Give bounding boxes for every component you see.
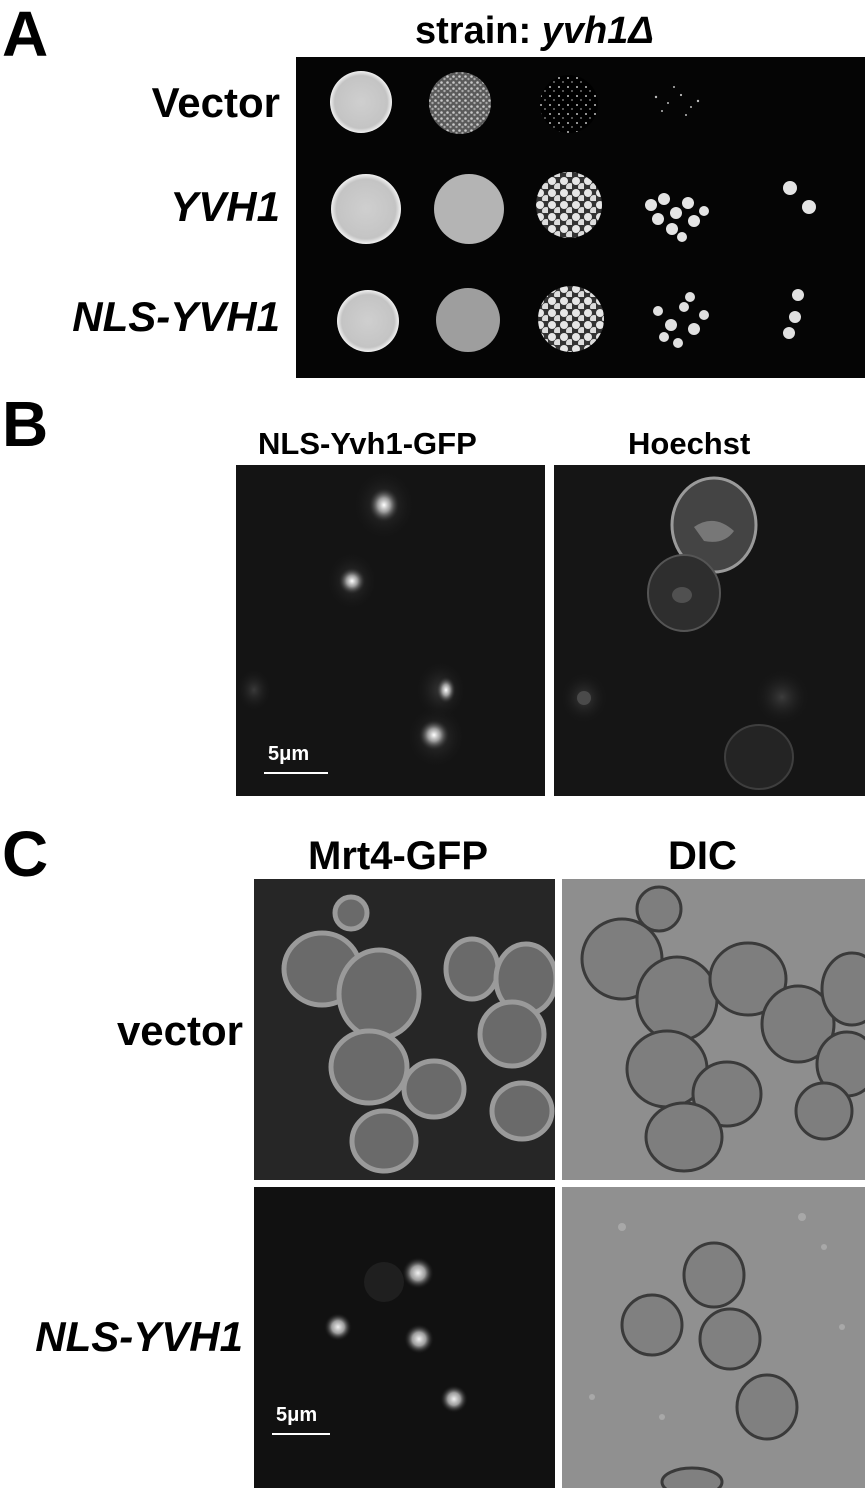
- mrt4-gfp-nls-yvh1-micrograph: 5μm: [254, 1187, 555, 1488]
- spot-assay-plate-image: [296, 57, 865, 378]
- col-header-hoechst: Hoechst: [628, 426, 751, 461]
- spot-nls-yvh1-1: [337, 290, 399, 352]
- row-label-nls-yvh1: NLS-YVH1: [72, 293, 280, 340]
- col-header-nls-yvh1-gfp: NLS-Yvh1-GFP: [258, 426, 477, 461]
- spot-vector-2: [429, 72, 491, 134]
- nls-yvh1-gfp-micrograph: 5μm: [236, 465, 545, 796]
- row-label-yvh1: YVH1: [170, 183, 280, 230]
- dic-vector-micrograph: [562, 879, 865, 1180]
- scale-bar-b: [264, 772, 328, 774]
- col-header-dic: DIC: [668, 834, 737, 878]
- panel-c-letter: C: [2, 818, 49, 890]
- spot-vector-3: [540, 75, 598, 133]
- spot-nls-yvh1-3: [538, 286, 604, 352]
- strain-header: strain: yvh1Δ: [415, 12, 654, 50]
- panel-b-letter: B: [2, 388, 49, 460]
- row-label-c-nls-yvh1: NLS-YVH1: [35, 1313, 243, 1360]
- scale-bar-label-b: 5μm: [268, 743, 310, 765]
- col-header-mrt4-gfp: Mrt4-GFP: [308, 834, 488, 878]
- spot-vector-1: [330, 71, 392, 133]
- scale-bar-label-c: 5μm: [276, 1404, 318, 1426]
- strain-label: strain:: [415, 10, 542, 52]
- dic-nls-yvh1-micrograph: [562, 1187, 865, 1488]
- spot-nls-yvh1-2: [436, 288, 500, 352]
- strain-name: yvh1Δ: [541, 10, 654, 52]
- spot-yvh1-1: [331, 174, 401, 244]
- mrt4-gfp-vector-micrograph: [254, 879, 555, 1180]
- spot-yvh1-2: [434, 174, 504, 244]
- row-label-vector: Vector: [151, 79, 280, 126]
- row-label-c-vector: vector: [116, 1007, 243, 1054]
- spot-yvh1-3: [536, 172, 602, 238]
- hoechst-micrograph: [554, 465, 865, 796]
- panel-a-letter: A: [2, 0, 49, 70]
- scale-bar-c: [272, 1433, 330, 1435]
